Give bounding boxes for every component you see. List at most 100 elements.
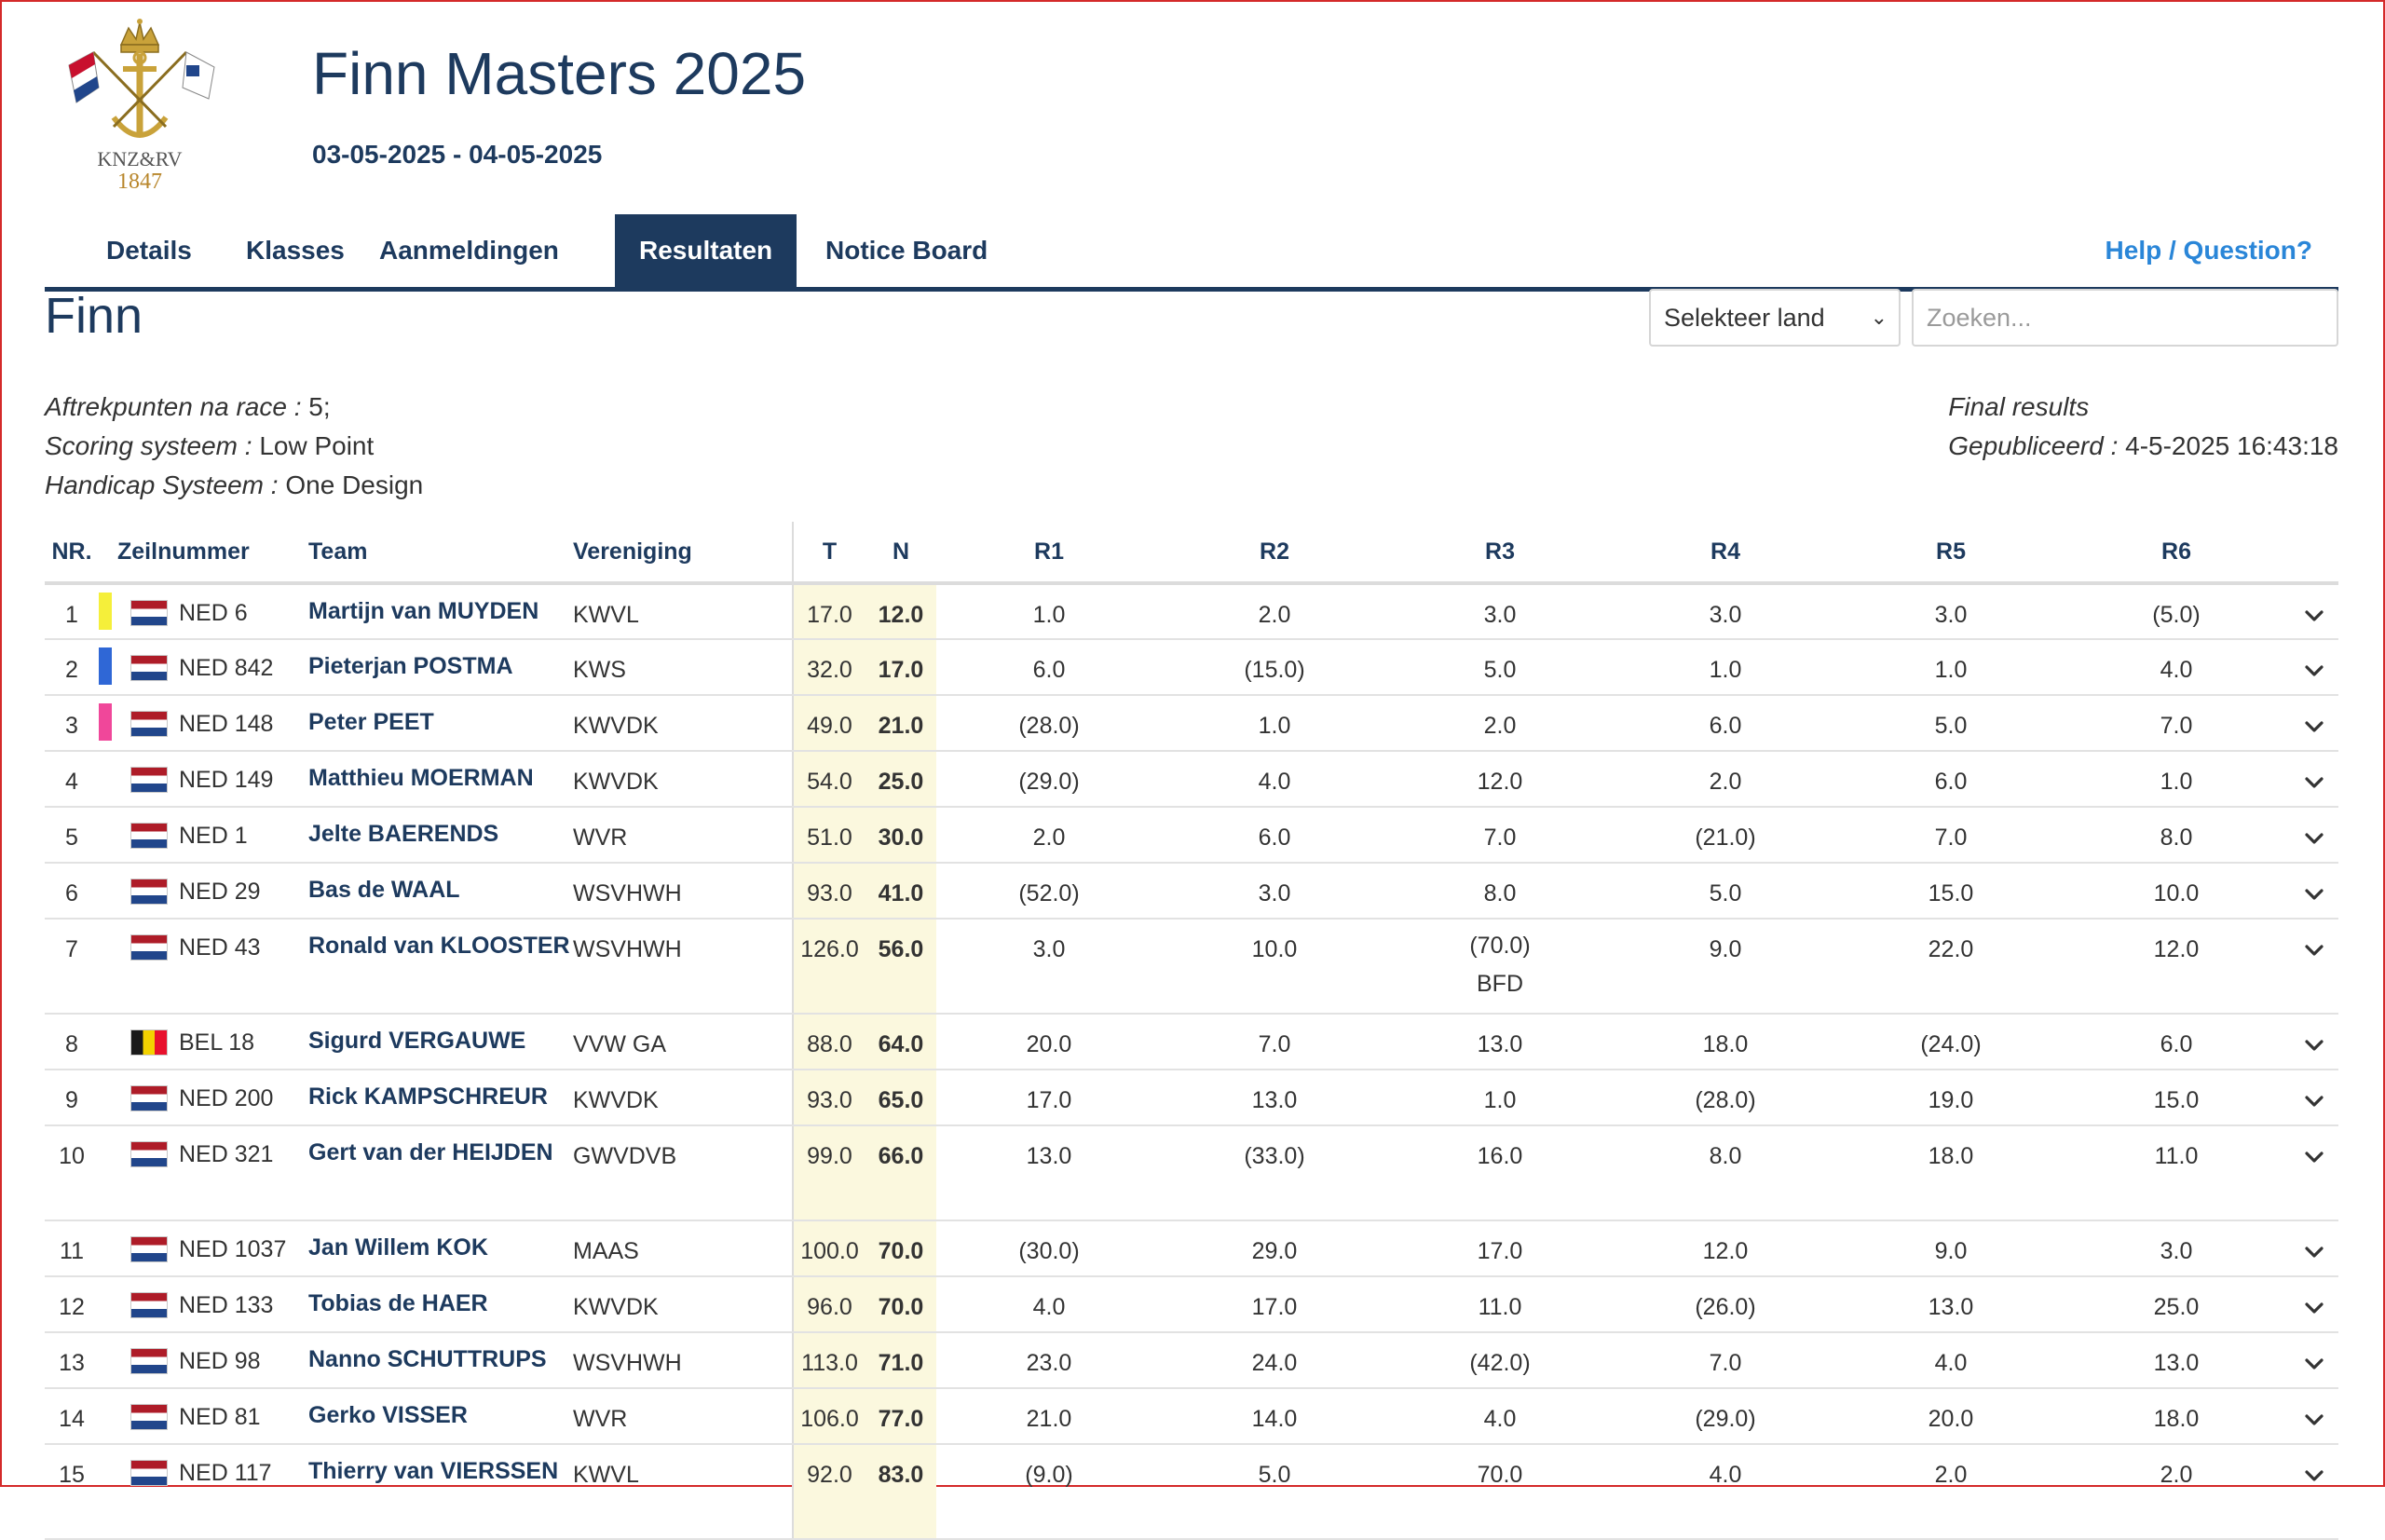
search-input[interactable] <box>1912 289 2338 347</box>
team-link[interactable]: Nanno SCHUTTRUPS <box>308 1346 547 1372</box>
cell-net: 30.0 <box>865 807 936 864</box>
cell-race-5: 9.0 <box>1838 1220 2064 1277</box>
table-row[interactable]: 6 NED 29 Bas de WAAL WSVHWH 93.0 41.0 (52.0) 3.… <box>45 863 2338 920</box>
table-row[interactable]: 5 NED 1 Jelte BAERENDS WVR 51.0 30.0 2.0 6.0 7.0… <box>45 807 2338 864</box>
cell-net: 17.0 <box>865 639 936 696</box>
team-link[interactable]: Gert van der HEIJDEN <box>308 1139 553 1165</box>
event-title: Finn Masters 2025 <box>312 40 807 107</box>
cell-club: KWS <box>573 639 793 696</box>
team-link[interactable]: Rick KAMPSCHREUR <box>308 1083 548 1110</box>
race-info: Aftrekpunten na race : 5; Scoring systee… <box>45 388 423 505</box>
cell-race-1: 3.0 <box>936 919 1162 1015</box>
cell-rank: 2 <box>45 639 99 696</box>
col-header-team[interactable]: Team <box>308 522 573 585</box>
table-row[interactable]: 8 BEL 18 Sigurd VERGAUWE VVW GA 88.0 64.0 20.0… <box>45 1014 2338 1070</box>
chevron-down-icon[interactable] <box>2298 1350 2330 1377</box>
col-header-total[interactable]: T <box>792 522 865 585</box>
chevron-down-icon[interactable] <box>2298 1143 2330 1170</box>
chevron-down-icon[interactable] <box>2298 1462 2330 1489</box>
tab-details[interactable]: Details <box>106 236 192 265</box>
tab-resultaten[interactable]: Resultaten <box>615 214 797 287</box>
cell-sail: NED 117 <box>117 1444 308 1540</box>
tab-klasses[interactable]: Klasses <box>246 236 345 265</box>
cell-race-6: 6.0 <box>2064 1014 2289 1070</box>
chevron-down-icon[interactable] <box>2298 825 2330 852</box>
team-link[interactable]: Bas de WAAL <box>308 877 460 903</box>
cell-net: 66.0 <box>865 1125 936 1221</box>
team-link[interactable]: Peter PEET <box>308 709 434 735</box>
netherlands-flag-icon <box>130 934 168 961</box>
cell-total: 100.0 <box>792 1220 865 1277</box>
sail-number: NED 1 <box>179 822 248 849</box>
table-row[interactable]: 14 NED 81 Gerko VISSER WVR 106.0 77.0 21.0 14.0… <box>45 1388 2338 1445</box>
cell-expand <box>2289 807 2338 864</box>
col-header-r3[interactable]: R3 <box>1387 522 1613 585</box>
team-link[interactable]: Gerko VISSER <box>308 1402 468 1428</box>
table-row[interactable]: 11 NED 1037 Jan Willem KOK MAAS 100.0 70.0 (30… <box>45 1220 2338 1277</box>
team-link[interactable]: Tobias de HAER <box>308 1290 488 1316</box>
cell-race-2: 29.0 <box>1162 1220 1387 1277</box>
tab-aanmeldingen[interactable]: Aanmeldingen <box>379 236 559 265</box>
table-row[interactable]: 3 NED 148 Peter PEET KWVDK 49.0 21.0 (28.0) 1.0… <box>45 695 2338 752</box>
table-row[interactable]: 10 NED 321 Gert van der HEIJDEN GWVDVB 99.0 6… <box>45 1125 2338 1221</box>
table-row[interactable]: 4 NED 149 Matthieu MOERMAN KWVDK 54.0 25.0 (29… <box>45 751 2338 808</box>
published-value: 4-5-2025 16:43:18 <box>2125 431 2338 460</box>
table-row[interactable]: 15 NED 117 Thierry van VIERSSEN KWVL 92.0 83.… <box>45 1444 2338 1540</box>
table-row[interactable]: 2 NED 842 Pieterjan POSTMA KWS 32.0 17.0 6.0 (1… <box>45 639 2338 696</box>
cell-race-2: 2.0 <box>1162 583 1387 640</box>
cell-sail: BEL 18 <box>117 1014 308 1070</box>
table-header-row: NR. Zeilnummer Team Vereniging T N R1 R2… <box>45 522 2338 585</box>
cell-race-6: 10.0 <box>2064 863 2289 920</box>
col-header-r4[interactable]: R4 <box>1613 522 1838 585</box>
team-link[interactable]: Ronald van KLOOSTER <box>308 933 570 959</box>
team-link[interactable]: Martijn van MUYDEN <box>308 598 539 624</box>
chevron-down-icon[interactable] <box>2298 1031 2330 1058</box>
col-header-club[interactable]: Vereniging <box>573 522 793 585</box>
netherlands-flag-icon <box>130 823 168 850</box>
chevron-down-icon[interactable] <box>2298 1238 2330 1265</box>
svg-text:KNZ&RV: KNZ&RV <box>97 147 182 170</box>
cell-rank: 3 <box>45 695 99 752</box>
table-row[interactable]: 7 NED 43 Ronald van KLOOSTER WSVHWH 126.0 56.… <box>45 919 2338 1015</box>
col-header-r5[interactable]: R5 <box>1838 522 2064 585</box>
chevron-down-icon[interactable] <box>2298 936 2330 963</box>
team-link[interactable]: Jan Willem KOK <box>308 1234 488 1261</box>
chevron-down-icon[interactable] <box>2298 657 2330 684</box>
table-row[interactable]: 12 NED 133 Tobias de HAER KWVDK 96.0 70.0 4.0 1… <box>45 1276 2338 1333</box>
tab-notice-board[interactable]: Notice Board <box>825 236 988 265</box>
chevron-down-icon[interactable] <box>2298 713 2330 740</box>
team-link[interactable]: Pieterjan POSTMA <box>308 653 513 679</box>
col-header-sail[interactable]: Zeilnummer <box>117 522 308 585</box>
col-header-nr[interactable]: NR. <box>45 522 99 585</box>
table-row[interactable]: 1 NED 6 Martijn van MUYDEN KWVL 17.0 12.0 1.0 2… <box>45 583 2338 640</box>
team-link[interactable]: Matthieu MOERMAN <box>308 765 534 791</box>
cell-expand <box>2289 583 2338 640</box>
country-select[interactable]: Selekteer land ⌄ <box>1649 289 1901 347</box>
chevron-down-icon[interactable] <box>2298 602 2330 629</box>
netherlands-flag-icon <box>130 1236 168 1263</box>
help-question-link[interactable]: Help / Question? <box>2105 236 2312 265</box>
table-row[interactable]: 9 NED 200 Rick KAMPSCHREUR KWVDK 93.0 65.0 17.… <box>45 1070 2338 1126</box>
scoring-value: Low Point <box>259 431 375 460</box>
chevron-down-icon[interactable] <box>2298 769 2330 796</box>
chevron-down-icon[interactable] <box>2298 1087 2330 1114</box>
netherlands-flag-icon <box>130 767 168 794</box>
team-link[interactable]: Jelte BAERENDS <box>308 821 499 847</box>
col-header-r2[interactable]: R2 <box>1162 522 1387 585</box>
cell-race-5: 4.0 <box>1838 1332 2064 1389</box>
chevron-down-icon[interactable] <box>2298 1294 2330 1321</box>
col-header-r1[interactable]: R1 <box>936 522 1162 585</box>
col-header-r6[interactable]: R6 <box>2064 522 2289 585</box>
sail-number: BEL 18 <box>179 1029 255 1056</box>
cell-sail: NED 1037 <box>117 1220 308 1277</box>
team-link[interactable]: Sigurd VERGAUWE <box>308 1028 526 1054</box>
cell-race-3: (70.0) BFD <box>1387 919 1613 1015</box>
table-row[interactable]: 13 NED 98 Nanno SCHUTTRUPS WSVHWH 113.0 71.0 2… <box>45 1332 2338 1389</box>
cell-race-4: 6.0 <box>1613 695 1838 752</box>
chevron-down-icon[interactable] <box>2298 1406 2330 1433</box>
cell-race-2: 13.0 <box>1162 1070 1387 1126</box>
cell-total: 51.0 <box>792 807 865 864</box>
col-header-net[interactable]: N <box>865 522 936 585</box>
chevron-down-icon[interactable] <box>2298 880 2330 907</box>
team-link[interactable]: Thierry van VIERSSEN <box>308 1458 559 1484</box>
